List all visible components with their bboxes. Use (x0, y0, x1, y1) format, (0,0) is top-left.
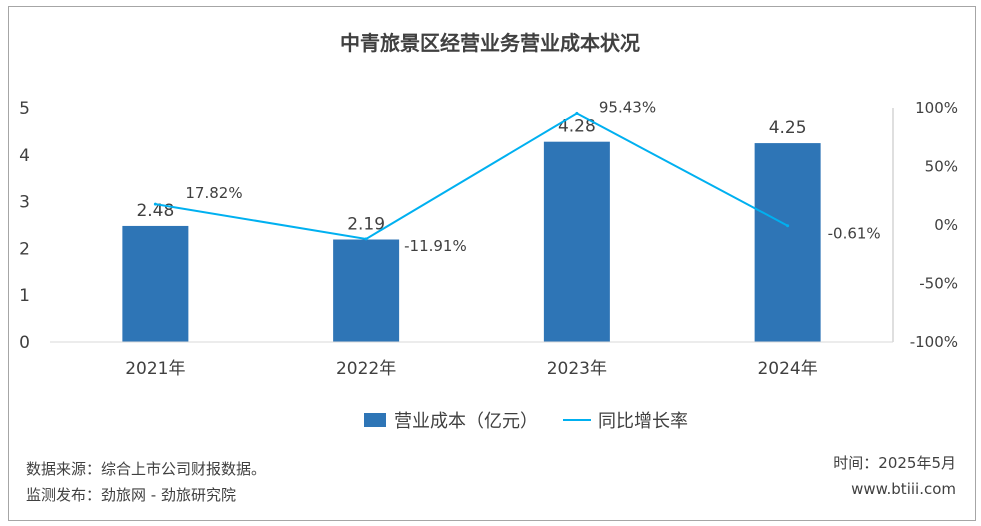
line-data-label: 17.82% (185, 184, 242, 202)
left-tick-label: 1 (19, 286, 30, 306)
x-tick-label: 2023年 (547, 359, 607, 379)
website: www.btiii.com (851, 480, 956, 498)
left-tick-label: 2 (19, 239, 30, 259)
line-point (575, 111, 579, 115)
right-y-axis: -100% -50% 0% 50% 100% (892, 99, 958, 351)
publisher-note: 监测发布：劲旅网 - 劲旅研究院 (26, 486, 236, 504)
left-tick-label: 0 (19, 333, 30, 353)
x-axis: 2021年 2022年 2023年 2024年 (50, 341, 893, 379)
left-y-axis: 0 1 2 3 4 5 (19, 99, 30, 353)
bar-data-label: 4.28 (558, 117, 596, 137)
bar (543, 141, 610, 342)
bar (333, 239, 400, 342)
right-tick-label: 100% (915, 99, 958, 117)
line-point (786, 224, 790, 228)
legend-bar-label: 营业成本（亿元） (394, 411, 538, 432)
line-point (364, 237, 368, 241)
growth-line (155, 112, 789, 240)
publish-time: 时间：2025年5月 (833, 454, 956, 472)
line-data-label: -11.91% (404, 237, 467, 255)
right-tick-label: -50% (919, 275, 958, 293)
line-data-label: 95.43% (599, 98, 656, 116)
bar (754, 143, 821, 342)
left-tick-label: 3 (19, 193, 30, 213)
x-tick-label: 2024年 (757, 359, 817, 379)
right-tick-label: 50% (925, 158, 958, 176)
left-tick-label: 4 (19, 146, 30, 166)
bar-data-label: 2.19 (347, 215, 385, 235)
line-point (153, 202, 157, 206)
x-tick-label: 2022年 (336, 359, 396, 379)
chart-title: 中青旅景区经营业务营业成本状况 (340, 31, 640, 55)
right-tick-label: -100% (910, 333, 958, 351)
source-note: 数据来源：综合上市公司财报数据。 (26, 460, 266, 478)
legend-line-label: 同比增长率 (598, 411, 688, 432)
line-series: 17.82% -11.91% 95.43% -0.61% (153, 98, 881, 255)
x-tick-label: 2021年 (125, 359, 185, 379)
bar-series: 2.482.194.28 4.25 (122, 117, 821, 342)
bar-data-label: 4.25 (769, 118, 807, 138)
line-data-label: -0.61% (828, 225, 881, 243)
legend: 营业成本（亿元） 同比增长率 (364, 411, 688, 432)
legend-bar-swatch (364, 413, 386, 427)
right-tick-label: 0% (934, 216, 958, 234)
bar (122, 225, 189, 342)
left-tick-label: 5 (19, 99, 30, 119)
